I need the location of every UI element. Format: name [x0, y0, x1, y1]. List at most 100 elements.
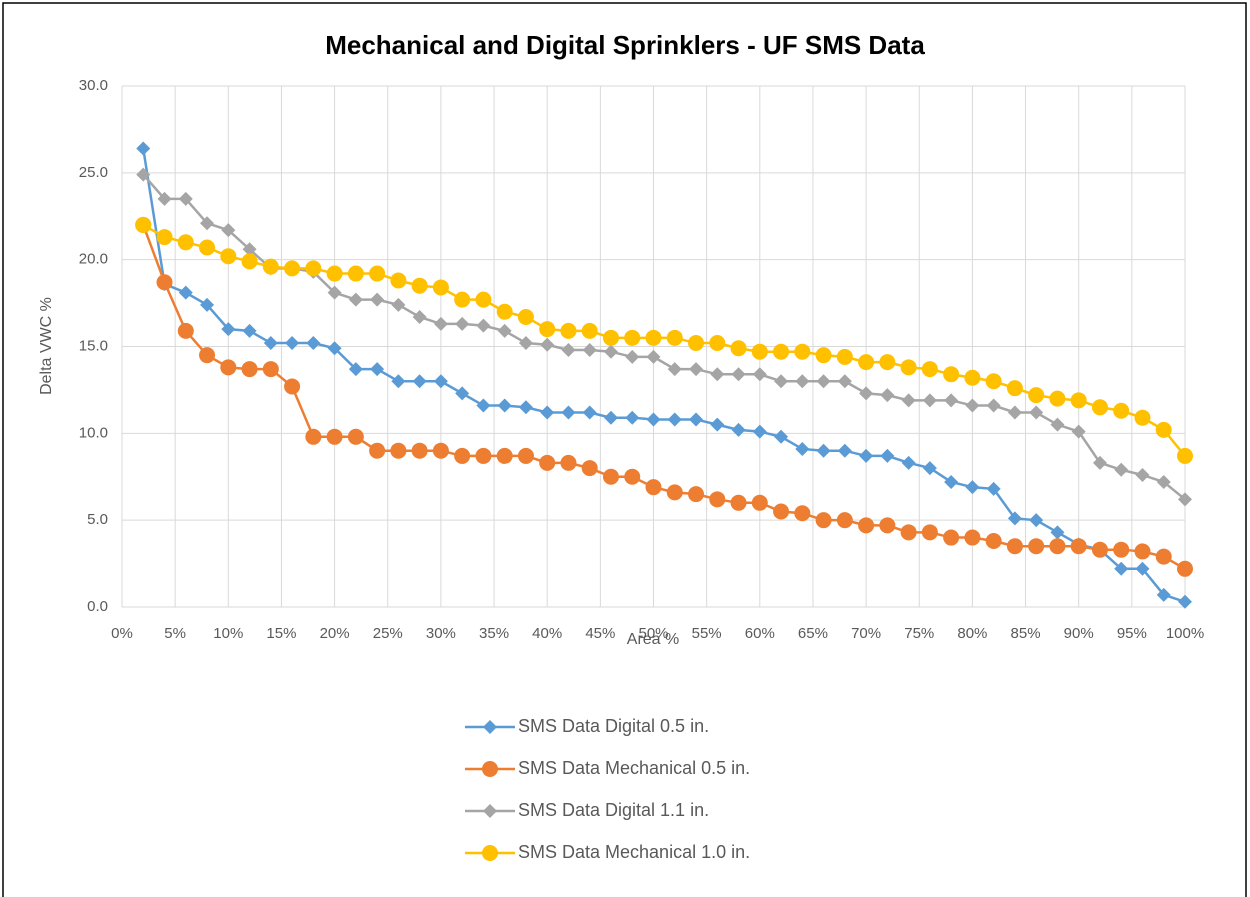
marker — [1155, 548, 1172, 565]
marker — [921, 524, 938, 541]
marker — [986, 481, 1001, 496]
marker — [561, 405, 576, 420]
marker — [284, 260, 301, 277]
marker — [794, 505, 811, 522]
marker — [858, 517, 875, 534]
marker — [135, 216, 152, 233]
legend-marker — [483, 804, 497, 818]
marker — [667, 362, 682, 377]
marker — [177, 234, 194, 251]
marker — [965, 480, 980, 495]
marker — [815, 347, 832, 364]
marker — [666, 329, 683, 346]
marker — [901, 393, 916, 408]
marker — [688, 335, 705, 352]
marker — [1135, 561, 1150, 576]
marker — [1050, 525, 1065, 540]
marker — [964, 369, 981, 386]
marker — [242, 242, 257, 257]
marker — [985, 373, 1002, 390]
marker — [773, 343, 790, 360]
marker — [689, 362, 704, 377]
marker — [688, 486, 705, 503]
marker — [220, 359, 237, 376]
marker — [1114, 462, 1129, 477]
marker — [794, 343, 811, 360]
marker — [752, 424, 767, 439]
x-tick-label: 10% — [213, 625, 243, 642]
marker — [900, 524, 917, 541]
legend-marker — [482, 761, 498, 777]
x-tick-label: 50% — [638, 625, 668, 642]
marker — [411, 442, 428, 459]
marker — [156, 274, 173, 291]
marker — [646, 349, 661, 364]
marker — [836, 512, 853, 529]
marker — [773, 503, 790, 520]
grid: 0.0 5.0 10.0 15.0 20.0 25.0 30.0 0% 5% 10% 15% 20% 2… — [79, 77, 1204, 642]
marker — [326, 265, 343, 282]
marker — [1135, 468, 1150, 483]
marker — [1070, 538, 1087, 555]
marker — [539, 321, 556, 338]
marker — [370, 362, 385, 377]
marker — [412, 374, 427, 389]
marker — [561, 342, 576, 357]
marker — [221, 322, 236, 337]
marker — [667, 412, 682, 427]
marker — [476, 318, 491, 333]
y-tick-label: 5.0 — [87, 511, 108, 528]
legend-label: SMS Data Digital 1.1 in. — [518, 800, 709, 820]
marker — [1156, 587, 1171, 602]
marker — [730, 340, 747, 357]
y-tick-label: 30.0 — [79, 77, 108, 94]
marker — [241, 253, 258, 270]
marker — [263, 336, 278, 351]
marker — [1177, 447, 1193, 464]
marker — [985, 533, 1002, 550]
marker — [390, 442, 407, 459]
marker — [454, 291, 471, 308]
marker — [602, 468, 619, 485]
x-tick-label: 0% — [111, 625, 133, 642]
marker — [1091, 541, 1108, 558]
marker — [262, 361, 279, 378]
marker — [241, 361, 258, 378]
marker — [582, 405, 597, 420]
legend-label: SMS Data Digital 0.5 in. — [518, 716, 709, 736]
y-tick-label: 20.0 — [79, 251, 108, 268]
marker — [199, 347, 216, 364]
marker — [645, 329, 662, 346]
marker — [624, 468, 641, 485]
marker — [731, 422, 746, 437]
marker — [1113, 541, 1130, 558]
x-tick-label: 60% — [745, 625, 775, 642]
marker — [475, 447, 492, 464]
marker — [1049, 538, 1066, 555]
marker — [200, 216, 215, 231]
marker — [859, 386, 874, 401]
marker — [306, 336, 321, 351]
marker — [944, 393, 959, 408]
marker — [581, 322, 598, 339]
marker — [859, 448, 874, 463]
marker — [285, 336, 300, 351]
marker — [921, 361, 938, 378]
marker — [497, 398, 512, 413]
marker — [645, 479, 662, 496]
marker — [476, 398, 491, 413]
marker — [752, 367, 767, 382]
marker — [1029, 513, 1044, 528]
marker — [602, 329, 619, 346]
marker — [943, 529, 960, 546]
marker — [560, 322, 577, 339]
marker — [965, 398, 980, 413]
marker — [432, 279, 449, 296]
marker — [497, 323, 512, 338]
marker — [710, 417, 725, 432]
marker — [412, 309, 427, 324]
marker — [242, 323, 257, 338]
x-tick-label: 5% — [164, 625, 186, 642]
marker — [178, 191, 193, 206]
